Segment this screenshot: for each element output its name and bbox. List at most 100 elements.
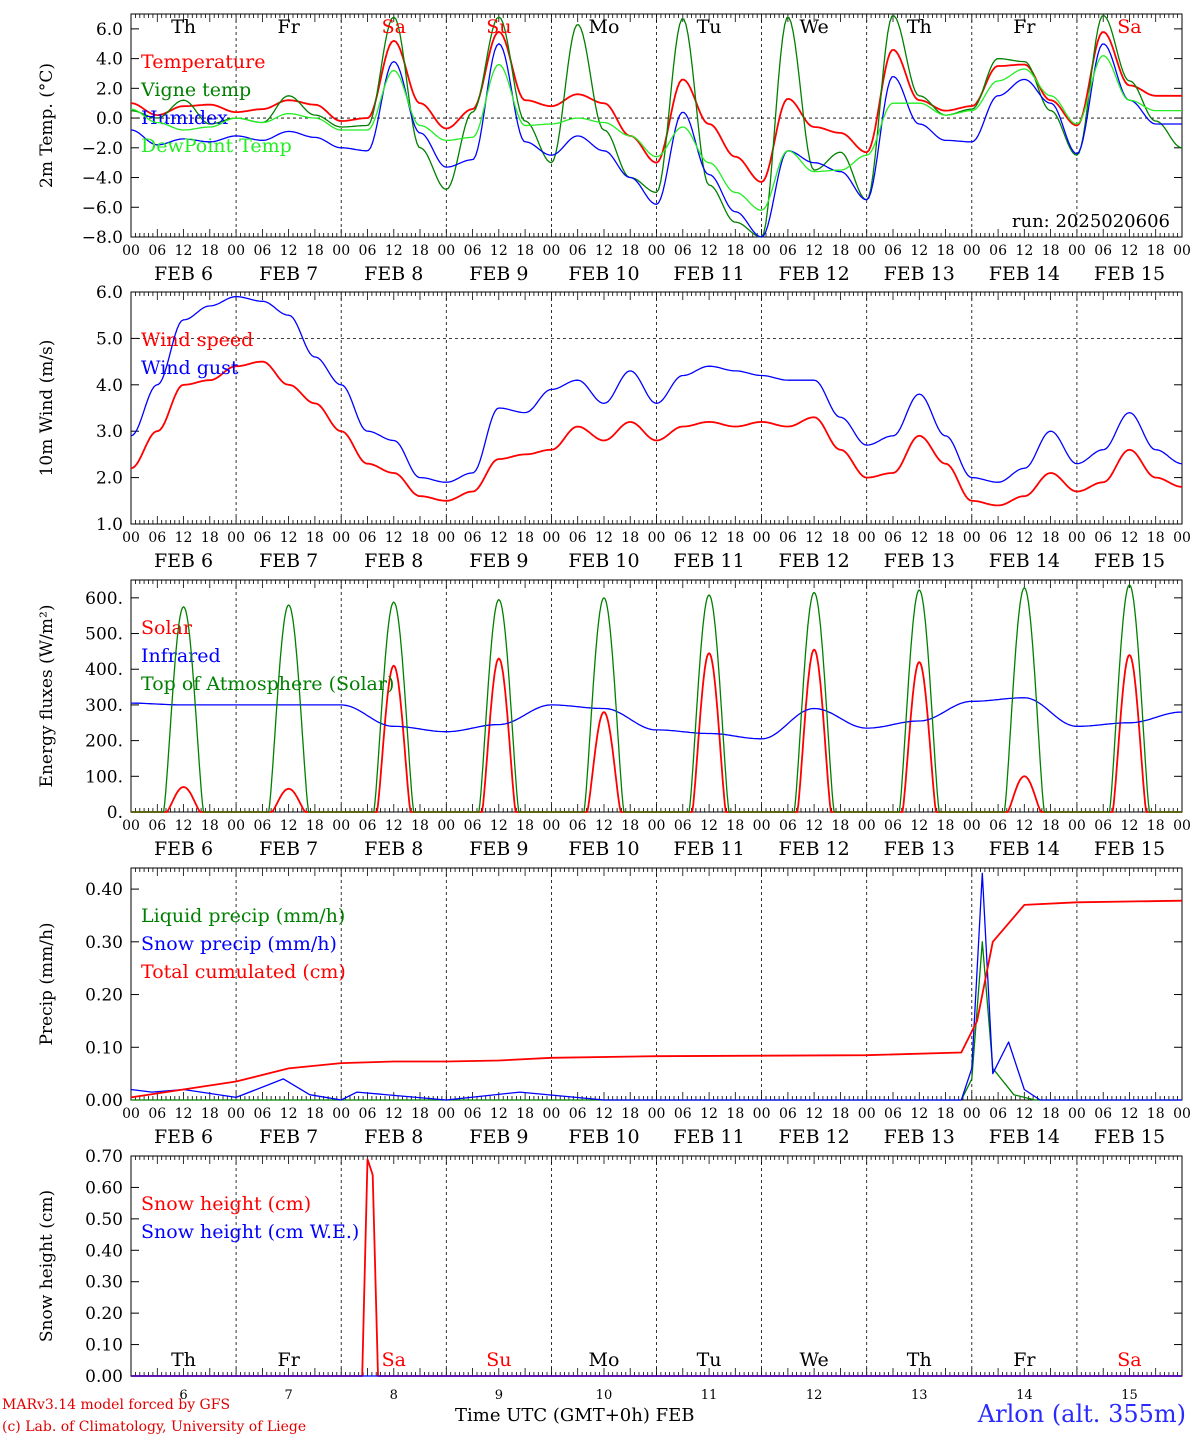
day-number-label: 7	[285, 1388, 293, 1403]
hour-label: 12	[700, 243, 718, 259]
hour-label: 12	[175, 818, 193, 834]
model-credit: MARv3.14 model forced by GFS	[2, 1397, 231, 1413]
series-line-light_green	[130, 55, 1182, 211]
day-name-label: Tu	[697, 1349, 722, 1371]
hour-label: 18	[411, 530, 429, 546]
day-name-label: Sa	[382, 16, 406, 38]
hour-label: 00	[648, 1106, 666, 1122]
hour-label: 12	[805, 243, 823, 259]
hour-label: 18	[621, 243, 639, 259]
hour-label: 00	[332, 1106, 350, 1122]
hour-label: 06	[779, 530, 797, 546]
hour-label: 00	[1173, 1106, 1191, 1122]
day-name-label: Sa	[1117, 1349, 1141, 1371]
day-name-label: Sa	[382, 1349, 406, 1371]
date-label: FEB 7	[259, 263, 318, 285]
hour-label: 06	[464, 1106, 482, 1122]
day-name-label: Th	[907, 16, 932, 38]
y-tick-label: 6.0	[96, 20, 123, 40]
hour-label: 00	[122, 818, 140, 834]
day-name-label: Su	[486, 16, 511, 38]
y-tick-label: 0.30	[85, 933, 123, 953]
day-number-label: 11	[701, 1388, 718, 1403]
hour-label: 00	[1173, 243, 1191, 259]
date-label: FEB 9	[469, 550, 528, 572]
hour-label: 00	[1068, 243, 1086, 259]
hour-label: 12	[280, 818, 298, 834]
date-label: FEB 7	[259, 550, 318, 572]
legend-label: Total cumulated (cm)	[141, 961, 346, 983]
hour-label: 18	[726, 1106, 744, 1122]
hour-label: 06	[253, 243, 271, 259]
y-tick-label: 0.10	[85, 1336, 123, 1356]
hour-label: 06	[253, 1106, 271, 1122]
hour-label: 00	[542, 818, 560, 834]
hour-label: 06	[884, 530, 902, 546]
hour-label: 18	[201, 1106, 219, 1122]
hour-label: 12	[1121, 530, 1139, 546]
date-label: FEB 8	[364, 838, 423, 860]
hour-label: 06	[779, 243, 797, 259]
hour-label: 00	[753, 1106, 771, 1122]
location-label: Arlon (alt. 355m)	[977, 1400, 1186, 1428]
hour-label: 18	[1147, 1106, 1165, 1122]
date-label: FEB 15	[1094, 263, 1165, 285]
hour-label: 18	[1042, 818, 1060, 834]
hour-label: 06	[359, 818, 377, 834]
date-label: FEB 11	[673, 838, 744, 860]
hour-label: 06	[253, 530, 271, 546]
day-name-label: Fr	[278, 1349, 301, 1371]
date-label: FEB 13	[884, 1126, 955, 1148]
hour-label: 06	[148, 530, 166, 546]
day-number-label: 8	[390, 1388, 398, 1403]
hour-label: 12	[700, 818, 718, 834]
hour-label: 12	[1015, 1106, 1033, 1122]
day-name-label: Fr	[1013, 16, 1036, 38]
legend-label: Infrared	[141, 645, 221, 667]
y-tick-label: 100.	[85, 767, 123, 787]
y-tick-label: 4.0	[96, 50, 123, 70]
day-name-label: Th	[171, 16, 196, 38]
date-label: FEB 12	[779, 550, 850, 572]
hour-label: 12	[490, 818, 508, 834]
hour-label: 12	[595, 1106, 613, 1122]
series-line-green	[131, 941, 1182, 1101]
panel-1: 6.0 4.0 2.0 0.0 −2.0 −4.0 −6.0 −8.0 2m Temp. (°C…	[37, 13, 1191, 285]
date-label: FEB 8	[364, 263, 423, 285]
hour-label: 00	[1173, 530, 1191, 546]
hour-label: 06	[359, 530, 377, 546]
y-tick-label: −8.0	[82, 228, 123, 248]
day-name-label: Mo	[588, 16, 619, 38]
hour-label: 00	[753, 818, 771, 834]
y-tick-label: 2.0	[96, 79, 123, 99]
hour-label: 06	[359, 243, 377, 259]
date-label: FEB 7	[259, 1126, 318, 1148]
legend-label: Snow height (cm)	[141, 1193, 311, 1215]
y-tick-label: 0.40	[85, 880, 123, 900]
hour-label: 06	[569, 243, 587, 259]
y-tick-label: 0.60	[85, 1178, 123, 1198]
hour-label: 12	[910, 1106, 928, 1122]
hour-label: 18	[726, 818, 744, 834]
hour-label: 06	[569, 818, 587, 834]
hour-label: 18	[937, 243, 955, 259]
hour-label: 18	[306, 818, 324, 834]
panel-3: 600. 500. 400. 300. 200. 100. 0. Energy fluxes …	[37, 579, 1191, 860]
y-tick-label: 400.	[85, 660, 123, 680]
day-number-label: 13	[911, 1388, 928, 1403]
time-axis-title: Time UTC (GMT+0h) FEB	[455, 1405, 695, 1426]
hour-label: 06	[884, 1106, 902, 1122]
hour-label: 12	[385, 1106, 403, 1122]
date-label: FEB 15	[1094, 1126, 1165, 1148]
hour-label: 06	[464, 530, 482, 546]
hour-label: 18	[1042, 530, 1060, 546]
date-label: FEB 14	[989, 1126, 1060, 1148]
legend-label: Vigne temp	[140, 79, 251, 101]
hour-label: 18	[201, 530, 219, 546]
hour-label: 18	[832, 530, 850, 546]
date-label: FEB 10	[568, 838, 639, 860]
y-tick-label: 200.	[85, 732, 123, 752]
hour-label: 12	[1121, 818, 1139, 834]
hour-label: 00	[542, 243, 560, 259]
